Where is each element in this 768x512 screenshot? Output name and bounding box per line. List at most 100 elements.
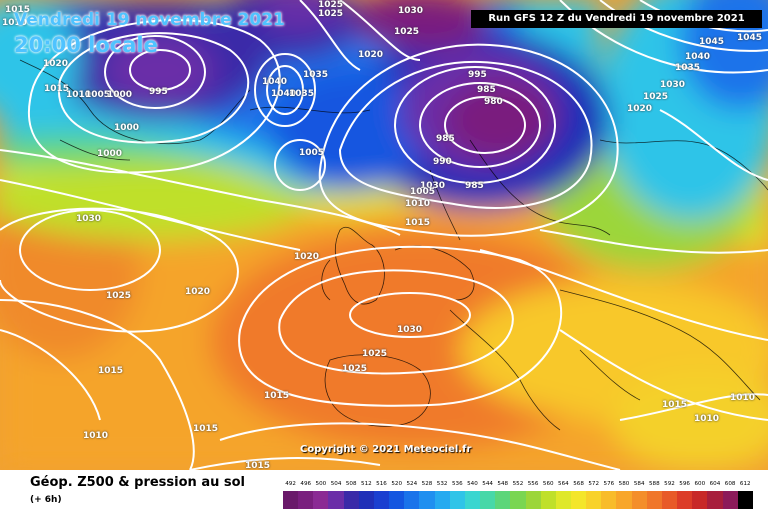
legend-swatch — [480, 491, 496, 509]
isobar-label: 1010 — [66, 90, 92, 100]
copyright-notice: Copyright © 2021 Meteociel.fr — [300, 444, 472, 455]
legend-swatch — [707, 491, 723, 509]
legend-swatch — [404, 491, 420, 509]
legend-label: 568 — [573, 481, 584, 487]
isobar-label: 1015 — [98, 366, 124, 376]
isobars — [0, 0, 768, 470]
legend-swatch — [525, 491, 541, 509]
isobar-label: 1030 — [660, 80, 686, 90]
legend-label: 544 — [482, 481, 493, 487]
isobar-label: 1015 — [5, 5, 31, 15]
legend-swatch — [631, 491, 647, 509]
legend-swatch — [510, 491, 526, 509]
legend-label: 496 — [300, 481, 312, 487]
isobar-label: 1045 — [699, 37, 725, 47]
legend-label: 536 — [451, 481, 463, 487]
legend-swatch — [298, 491, 314, 509]
isobar-label: 1025 — [106, 291, 132, 301]
legend-swatch — [616, 491, 632, 509]
isobar-label: 1020 — [358, 50, 384, 60]
legend-swatch — [737, 491, 753, 509]
isobar-label: 1000 — [107, 90, 133, 100]
isobar-label: 1035 — [289, 89, 315, 99]
legend-label: 580 — [618, 481, 630, 487]
legend-swatch — [358, 491, 374, 509]
legend-label: 524 — [406, 481, 418, 487]
isobar-label: 1015 — [405, 218, 431, 228]
legend-swatch — [419, 491, 435, 509]
isobar-label: 1010 — [730, 393, 756, 403]
legend-swatch — [373, 491, 390, 509]
legend-swatch — [434, 491, 450, 509]
legend-swatch — [328, 491, 344, 509]
legend-label: 508 — [345, 481, 357, 487]
isobar-label: 1010 — [83, 431, 109, 441]
legend-label: 604 — [709, 481, 721, 487]
isobar-label: 1030 — [420, 181, 446, 191]
isobar-label: 1015 — [264, 391, 290, 401]
isobar-label: 1020 — [43, 59, 69, 69]
legend-swatch — [601, 491, 617, 509]
legend-label: 608 — [724, 481, 736, 487]
isobar-label: 1010 — [2, 18, 28, 28]
legend-label: 520 — [391, 481, 403, 487]
legend-label: 596 — [679, 481, 690, 487]
isobar-label: 1025 — [394, 27, 420, 37]
legend-swatch — [449, 491, 465, 509]
map-title: Géop. Z500 & pression au sol — [30, 475, 245, 490]
legend-swatch — [495, 491, 511, 509]
legend-label: 600 — [694, 481, 706, 487]
legend-label: 532 — [436, 481, 448, 487]
isobar-label: 1040 — [271, 89, 297, 99]
isobar-label: 985 — [465, 181, 484, 191]
legend-swatch — [586, 491, 602, 509]
isobar-label: 1020 — [294, 252, 320, 262]
isobar-label: 990 — [433, 157, 452, 167]
isobar-label: 985 — [477, 85, 496, 95]
forecast-lead-time: (+ 6h) — [30, 495, 62, 505]
isobar-label: 1025 — [643, 92, 669, 102]
isobar-label: 1025 — [342, 364, 368, 374]
legend-label: 588 — [648, 481, 660, 487]
isobar-label: 1030 — [398, 6, 424, 16]
legend-swatch — [646, 491, 662, 509]
legend-swatch — [313, 491, 329, 509]
isobar-label: 1035 — [303, 70, 329, 80]
legend-label: 492 — [285, 481, 296, 487]
geopotential-map: 1025 1025 1030 1025 1045 1045 1010 1020 … — [0, 0, 768, 470]
legend-label: 516 — [376, 481, 387, 487]
legend-swatch — [540, 491, 556, 509]
isobar-label: 1025 — [318, 9, 344, 19]
forecast-local-time: 20:00 locale — [14, 33, 158, 57]
legend-swatch — [722, 491, 738, 509]
isobar-label: 1025 — [362, 349, 388, 359]
isobar-label: 985 — [436, 134, 455, 144]
isobar-label: 1045 — [737, 33, 763, 43]
legend-label: 592 — [664, 481, 675, 487]
legend-swatch — [464, 491, 481, 509]
model-run-info: Run GFS 12 Z du Vendredi 19 novembre 202… — [471, 10, 762, 28]
legend-label: 564 — [558, 481, 569, 487]
color-scale-legend: 492 496 500 504 508 512 516 520 524 528 532 536 540 5… — [283, 478, 753, 510]
isobar-label: 1025 — [318, 0, 344, 10]
legend-label: 560 — [542, 481, 554, 487]
isobar-label: 1040 — [685, 52, 711, 62]
isobar-label: 1015 — [245, 461, 271, 470]
isobar-label: 1030 — [76, 214, 102, 224]
isobar-label: 1015 — [662, 400, 688, 410]
isobar-label: 1040 — [262, 77, 288, 87]
legend-label: 556 — [527, 481, 539, 487]
legend-swatch — [555, 491, 571, 509]
legend-label: 540 — [467, 481, 478, 487]
legend-swatch — [677, 491, 693, 509]
isobar-label: 1020 — [185, 287, 211, 297]
legend-label: 500 — [315, 481, 327, 487]
legend-label: 612 — [739, 481, 751, 487]
legend-label: 584 — [633, 481, 645, 487]
isobar-label: 995 — [468, 70, 487, 80]
isobar-label: 1000 — [97, 149, 123, 159]
map-canvas — [0, 0, 768, 470]
isobar-label: 1010 — [405, 199, 431, 209]
legend-label: 548 — [497, 481, 509, 487]
